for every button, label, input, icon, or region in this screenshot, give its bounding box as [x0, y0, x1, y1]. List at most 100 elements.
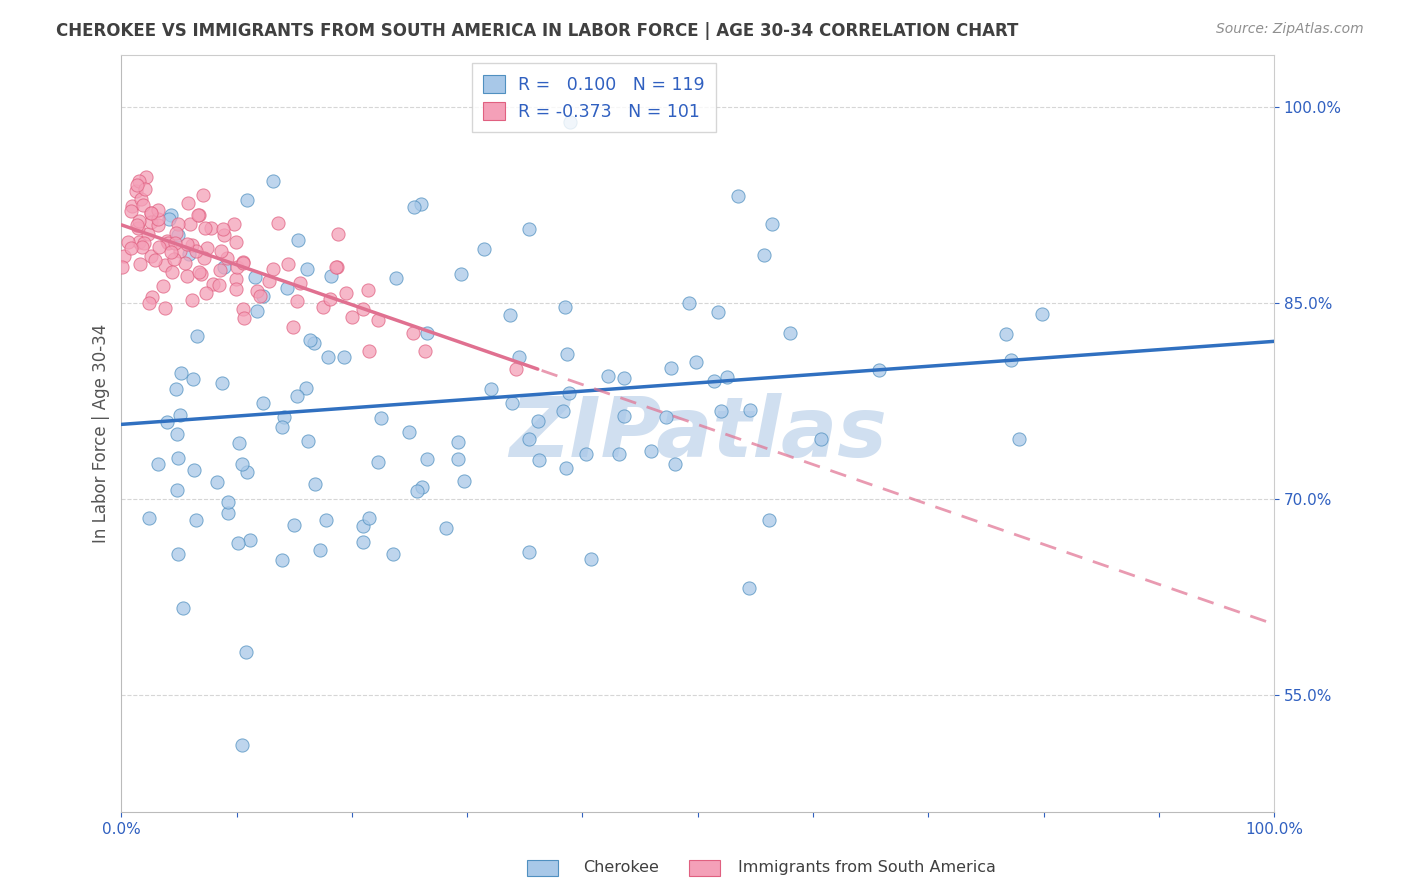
Point: [357, 283, 380, 297]
Point: [411, 480, 433, 494]
Point: [659, 361, 682, 376]
Point: [868, 363, 890, 377]
Point: [501, 396, 523, 410]
Point: [575, 447, 598, 461]
Point: [304, 477, 326, 491]
Point: [160, 265, 183, 279]
Point: [288, 277, 311, 291]
Text: CHEROKEE VS IMMIGRANTS FROM SOUTH AMERICA IN LABOR FORCE | AGE 30-34 CORRELATION: CHEROKEE VS IMMIGRANTS FROM SOUTH AMERIC…: [56, 22, 1018, 40]
Point: [141, 215, 163, 229]
Point: [120, 242, 142, 256]
Point: [232, 311, 254, 326]
Point: [148, 218, 170, 232]
Point: [447, 435, 470, 450]
Point: [517, 545, 540, 559]
Point: [201, 277, 224, 291]
Point: [155, 258, 177, 272]
Point: [167, 228, 190, 243]
Point: [526, 415, 548, 429]
Point: [228, 436, 250, 450]
Point: [1000, 353, 1022, 368]
Point: [357, 344, 380, 359]
Point: [200, 221, 222, 235]
Point: [707, 305, 730, 319]
Point: [138, 511, 160, 525]
Point: [738, 582, 761, 596]
Point: [295, 261, 318, 276]
Point: [212, 221, 235, 235]
Point: [179, 217, 201, 231]
Point: [111, 260, 134, 274]
Point: [141, 206, 163, 220]
Point: [148, 202, 170, 217]
Point: [398, 425, 420, 439]
Legend: R =   0.100   N = 119, R = -0.373   N = 101: R = 0.100 N = 119, R = -0.373 N = 101: [471, 63, 717, 133]
Point: [333, 351, 356, 365]
Point: [295, 381, 318, 395]
Point: [994, 327, 1017, 342]
Point: [208, 277, 231, 292]
Point: [155, 301, 177, 315]
Point: [411, 197, 433, 211]
Point: [166, 547, 188, 561]
Point: [479, 382, 502, 396]
Point: [267, 216, 290, 230]
Point: [129, 192, 152, 206]
Point: [1031, 307, 1053, 321]
Point: [413, 343, 436, 358]
Point: [655, 410, 678, 425]
Point: [180, 237, 202, 252]
Point: [640, 443, 662, 458]
Point: [121, 199, 143, 213]
Point: [596, 368, 619, 383]
Point: [754, 247, 776, 261]
Point: [141, 290, 163, 304]
Point: [416, 326, 439, 340]
Point: [183, 463, 205, 477]
Point: [169, 244, 191, 259]
Point: [664, 457, 686, 471]
Point: [359, 511, 381, 525]
Point: [352, 519, 374, 533]
Point: [225, 272, 247, 286]
Point: [239, 533, 262, 547]
Text: Cherokee: Cherokee: [583, 860, 659, 874]
Point: [352, 301, 374, 316]
Point: [128, 257, 150, 271]
Point: [177, 196, 200, 211]
Point: [165, 226, 187, 240]
Point: [160, 208, 183, 222]
Point: [166, 483, 188, 497]
Point: [252, 288, 274, 302]
Point: [214, 260, 236, 274]
Point: [235, 645, 257, 659]
Point: [283, 518, 305, 533]
Point: [166, 218, 188, 232]
Point: [172, 601, 194, 615]
Point: [404, 200, 426, 214]
Point: [382, 547, 405, 561]
Point: [184, 512, 207, 526]
Point: [231, 738, 253, 752]
Point: [326, 260, 349, 274]
Point: [156, 415, 179, 429]
Point: [176, 268, 198, 283]
Point: [243, 270, 266, 285]
Point: [117, 235, 139, 249]
Point: [139, 249, 162, 263]
Point: [152, 279, 174, 293]
Point: [384, 270, 406, 285]
Point: [157, 212, 180, 227]
Point: [184, 244, 207, 258]
Point: [160, 244, 183, 259]
Point: [579, 552, 602, 566]
Point: [297, 434, 319, 449]
Point: [779, 326, 801, 341]
Point: [340, 310, 363, 324]
Point: [315, 513, 337, 527]
Point: [125, 218, 148, 232]
Point: [450, 267, 472, 281]
Point: [529, 452, 551, 467]
Point: [249, 289, 271, 303]
Point: [252, 396, 274, 410]
